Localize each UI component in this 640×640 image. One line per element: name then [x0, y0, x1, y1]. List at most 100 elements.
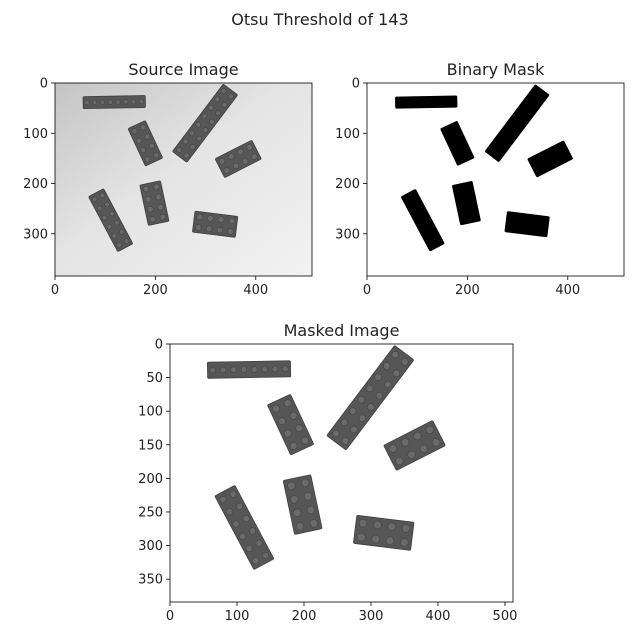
brick-4	[383, 420, 446, 471]
brick-stud	[229, 490, 237, 498]
y-tick-label: 300	[335, 227, 360, 242]
brick-stud	[401, 438, 410, 447]
brick-3	[485, 84, 550, 162]
brick-stud	[425, 425, 434, 434]
brick-body	[214, 485, 274, 570]
brick-stud	[388, 444, 398, 453]
brick-stud	[149, 216, 156, 223]
brick-stud	[387, 522, 396, 531]
brick-stud	[252, 557, 260, 565]
brick-stud	[366, 384, 374, 393]
brick-stud	[246, 144, 253, 151]
brick-stud	[375, 392, 383, 400]
brick-stud	[245, 545, 253, 552]
brick-stud	[271, 365, 279, 373]
brick-stud	[283, 429, 292, 438]
y-tick-label: 100	[23, 127, 48, 142]
brick-stud	[106, 224, 113, 230]
brick-stud	[124, 238, 130, 244]
figure-suptitle: Otsu Threshold of 143	[231, 10, 408, 29]
x-tick-label: 0	[363, 283, 371, 298]
x-tick-label: 400	[426, 609, 451, 624]
brick-stud	[349, 407, 357, 415]
brick-stud	[306, 505, 316, 514]
brick-stud	[123, 99, 129, 105]
brick-stud	[176, 147, 183, 153]
mask-region	[485, 84, 550, 162]
axes-frame-masked	[169, 343, 514, 603]
brick-stud	[153, 183, 160, 191]
brick-stud	[220, 88, 227, 94]
brick-stud	[400, 538, 409, 547]
x-tick-label: 400	[243, 283, 268, 298]
brick-stud	[262, 551, 270, 559]
y-tick-label: 50	[146, 371, 163, 386]
brick-stud	[232, 162, 240, 170]
brick-body	[139, 180, 170, 226]
brick-stud	[295, 522, 305, 531]
brick-stud	[208, 105, 214, 111]
x-tick-label: 0	[51, 283, 59, 298]
brick-stud	[373, 520, 382, 530]
brick-stud	[371, 534, 380, 544]
brick-stud	[232, 520, 240, 528]
brick-5	[401, 189, 445, 252]
brick-stud	[209, 367, 216, 374]
image-source	[55, 83, 312, 276]
brick-stud	[183, 152, 190, 159]
mask-region	[440, 121, 475, 166]
y-tick-label: 350	[138, 573, 163, 588]
brick-stud	[242, 158, 249, 165]
brick-stud	[278, 417, 286, 425]
brick-body	[282, 474, 323, 535]
brick-stud	[401, 358, 409, 366]
masked-background	[170, 344, 513, 602]
brick-stud	[148, 143, 155, 149]
axes-frame-source	[54, 82, 313, 277]
brick-stud	[340, 418, 348, 426]
brick-stud	[218, 158, 226, 165]
y-tick-label: 150	[138, 438, 163, 453]
brick-stud	[189, 130, 195, 136]
brick-stud	[230, 366, 237, 373]
y-tick-label: 250	[138, 505, 163, 520]
mask-region	[527, 140, 573, 178]
brick-7	[353, 515, 415, 551]
brick-stud	[228, 153, 235, 160]
brick-stud	[251, 153, 258, 160]
panel-title-source: Source Image	[128, 60, 238, 79]
x-tick-label: 100	[225, 609, 250, 624]
brick-stud	[144, 156, 151, 163]
brick-2	[440, 121, 475, 166]
y-tick-label: 300	[138, 539, 163, 554]
brick-3	[326, 345, 414, 450]
brick-stud	[391, 351, 399, 359]
brick-stud	[239, 532, 247, 540]
brick-stud	[196, 135, 202, 142]
brick-4	[527, 140, 573, 178]
brick-stud	[290, 495, 299, 504]
brick-stud	[374, 373, 382, 381]
brick-6	[452, 181, 481, 226]
brick-4	[215, 140, 262, 178]
brick-6	[139, 180, 170, 226]
brick-stud	[332, 429, 340, 438]
brick-5	[214, 485, 274, 570]
brick-stud	[228, 93, 234, 100]
x-tick-label: 500	[493, 609, 518, 624]
brick-stud	[289, 442, 298, 450]
brick-stud	[115, 99, 121, 105]
mask-region	[504, 211, 550, 238]
x-tick-label: 300	[359, 609, 384, 624]
brick-stud	[293, 508, 302, 517]
brick-stud	[107, 99, 113, 105]
brick-stud	[341, 437, 350, 445]
brick-6	[282, 474, 323, 535]
brick-stud	[114, 220, 120, 226]
brick-stud	[228, 217, 236, 225]
brick-stud	[413, 431, 422, 441]
brick-stud	[92, 196, 98, 202]
mask-region	[395, 95, 458, 109]
brick-stud	[159, 214, 166, 221]
